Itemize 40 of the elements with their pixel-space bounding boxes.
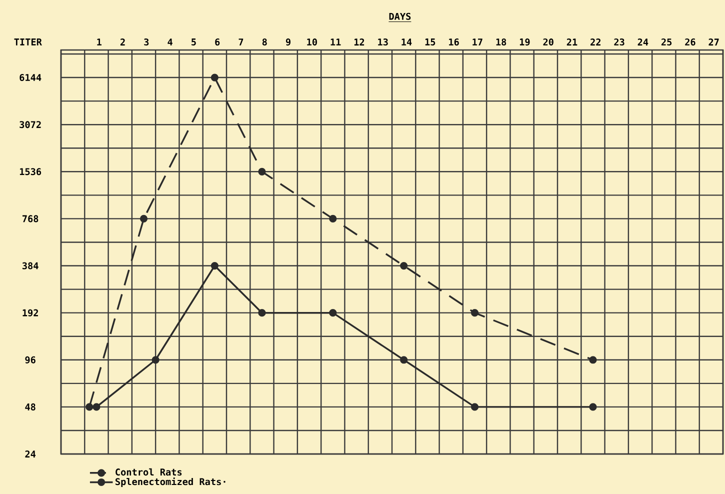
x-axis-title: DAYS [389,12,411,20]
y-tick-label: 1536 [20,168,42,176]
legend-label: Control Rats [116,468,182,476]
x-tick-label: 22 [590,38,600,46]
x-tick-label: 4 [168,38,172,46]
x-tick-label: 27 [708,38,719,46]
legend-label: Splenectomized Rats· [116,477,226,487]
x-tick-label: 9 [286,38,290,46]
x-tick-label: 17 [472,38,482,46]
x-tick-label: 1 [97,38,102,46]
y-axis-title: TITER [14,38,42,46]
x-tick-label: 5 [192,38,196,46]
x-tick-label: 26 [685,38,696,46]
x-tick-label: 21 [566,38,578,46]
y-tick-label: 768 [22,215,38,222]
y-tick-label: 6144 [20,74,42,82]
y-tick-label: 24 [25,450,36,458]
x-tick-label: 18 [496,38,506,46]
x-tick-label: 24 [638,38,648,46]
x-tick-label: 7 [238,38,244,46]
x-tick-label: 3 [144,38,149,46]
x-tick-label: 16 [449,38,459,46]
y-tick-label: 192 [22,309,38,316]
x-tick-label: 6 [215,38,220,46]
x-tick-label: 23 [614,38,624,46]
y-tick-label: 96 [25,356,36,364]
x-tick-label: 25 [661,38,672,46]
x-tick-label: 13 [378,38,388,46]
x-tick-label: 19 [520,38,530,46]
y-tick-label: 384 [22,262,38,270]
x-tick-label: 10 [307,38,317,46]
y-tick-label: 3072 [20,121,41,128]
x-tick-label: 15 [425,38,436,46]
y-tick-label: 48 [25,403,36,410]
x-tick-label: 11 [330,38,341,46]
x-tick-label: 12 [354,38,364,46]
x-tick-label: 14 [402,38,412,46]
x-tick-label: 20 [543,38,554,46]
x-tick-label: 2 [120,38,125,46]
x-tick-label: 8 [262,38,267,46]
